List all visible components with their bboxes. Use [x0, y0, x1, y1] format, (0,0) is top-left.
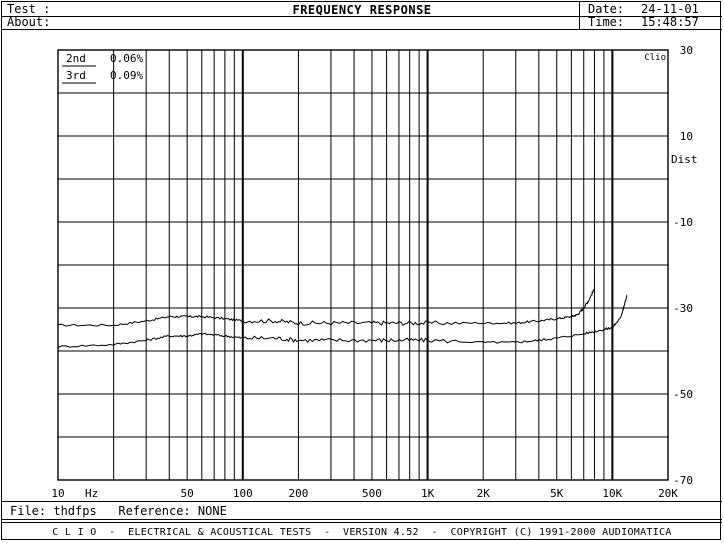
x-tick-label: 200 [288, 487, 308, 500]
footer-divider-1 [1, 501, 722, 502]
footer-divider-3 [1, 522, 722, 523]
x-tick-label: 50 [181, 487, 194, 500]
series-line-3rd [57, 294, 628, 348]
copyright-banner: C L I O - ELECTRICAL & ACOUSTICAL TESTS … [52, 527, 672, 538]
y-tick-label: -30 [673, 302, 693, 315]
x-tick-label: 10K [602, 487, 622, 500]
about-label: About: [7, 15, 51, 29]
header-divider-2 [1, 29, 722, 30]
time-label: Time: [588, 15, 625, 29]
x-tick-label: 10 [51, 487, 64, 500]
x-unit-label: Hz [85, 487, 98, 500]
series-line-2nd [57, 288, 595, 327]
y-tick-label: -50 [673, 388, 693, 401]
reference-label: Reference: [118, 504, 191, 518]
clio-corner-label: Clio [644, 53, 666, 63]
x-tick-label: 100 [233, 487, 253, 500]
date-label: Date: [588, 2, 625, 16]
right-axis-label: Dist [671, 153, 698, 166]
legend-name: 3rd [66, 69, 86, 82]
date-value: 24-11-01 [641, 2, 699, 16]
frequency-response-chart: 10 50 100 200 500 1K 2K 5K 10K 20K Hz 30 10 -10 -30 -50… [51, 44, 698, 500]
x-tick-label: 500 [362, 487, 382, 500]
y-tick-label: -10 [673, 216, 693, 229]
file-value: thdfps [53, 504, 97, 518]
y-tick-label: 10 [680, 130, 693, 143]
legend-value: 0.09% [110, 69, 143, 82]
test-label: Test : [7, 2, 51, 16]
x-tick-label: 5K [550, 487, 564, 500]
footer-divider-2 [1, 519, 722, 520]
legend-value: 0.06% [110, 52, 143, 65]
page-title: FREQUENCY RESPONSE [292, 3, 432, 17]
file-label: File: [10, 504, 47, 518]
x-tick-label: 1K [421, 487, 435, 500]
time-value: 15:48:57 [641, 15, 699, 29]
x-tick-label: 20K [658, 487, 678, 500]
y-tick-label: -70 [673, 474, 693, 487]
x-tick-label: 2K [477, 487, 491, 500]
legend-name: 2nd [66, 52, 86, 65]
header-divider-1 [1, 16, 722, 17]
reference-value: NONE [197, 504, 227, 518]
file-info: File: thdfps Reference: NONE [10, 504, 227, 518]
header-date-separator [579, 2, 580, 29]
y-tick-label: 30 [680, 44, 693, 57]
